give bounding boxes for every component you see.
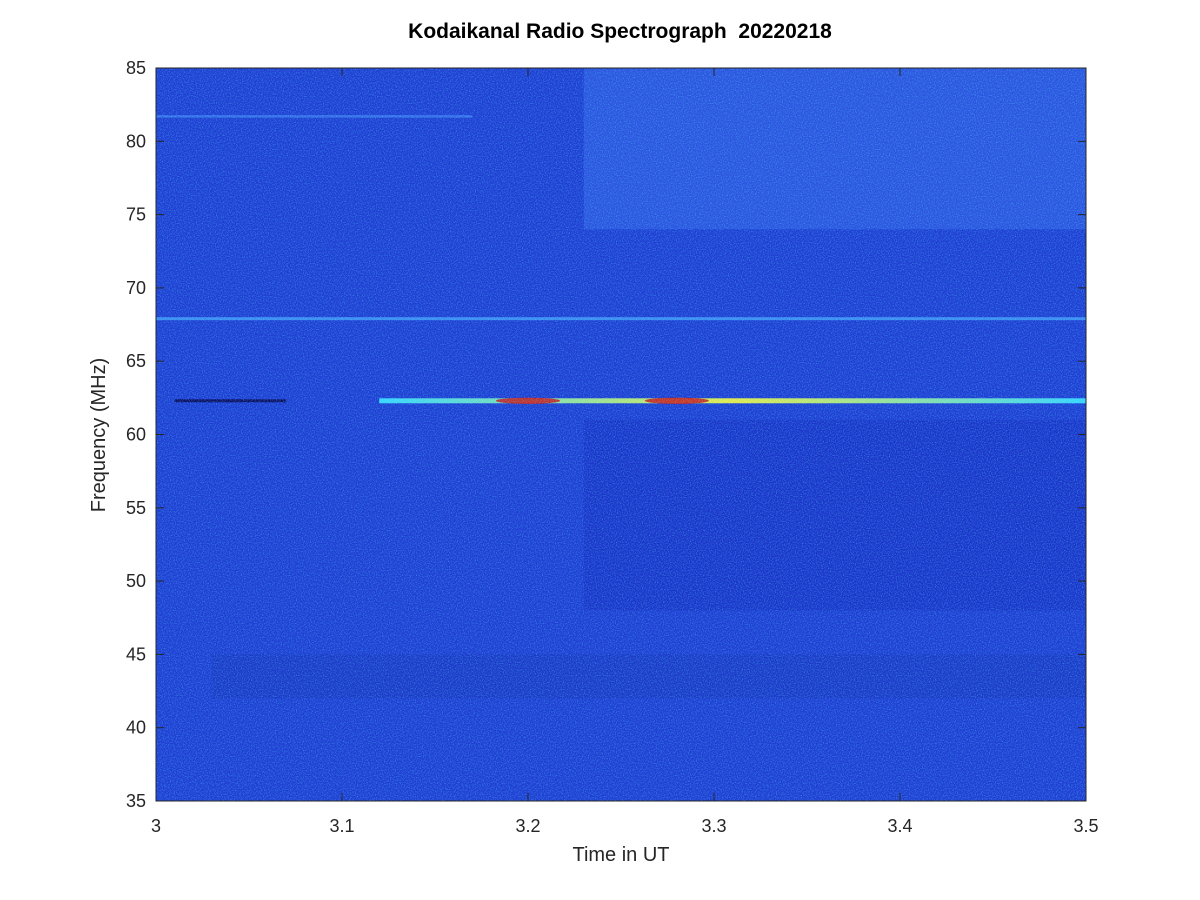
y-tick-label: 35 [126,791,146,811]
y-tick-label: 50 [126,571,146,591]
y-axis-label: Frequency (MHz) [88,358,110,512]
x-tick-label: 3.3 [701,816,726,836]
y-tick-label: 40 [126,718,146,738]
axes: 3 3.1 3.2 3.3 3.4 3.5 35 40 45 50 55 60 65 70 75 80 85 [126,58,1099,836]
x-tick-label: 3.5 [1073,816,1098,836]
y-tick-label: 85 [126,58,146,78]
x-tick-label: 3.2 [515,816,540,836]
y-tick-label: 75 [126,205,146,225]
x-tick-label: 3 [151,816,161,836]
x-tick-label: 3.1 [329,816,354,836]
y-tick-label: 45 [126,644,146,664]
x-tick-label: 3.4 [887,816,912,836]
y-tick-label: 65 [126,351,146,371]
y-tick-label: 55 [126,498,146,518]
y-tick-label: 80 [126,131,146,151]
chart-title: Kodaikanal Radio Spectrograph 20220218 [408,20,832,43]
x-axis-label: Time in UT [572,844,669,866]
noise-texture [156,68,1086,801]
y-tick-label: 70 [126,278,146,298]
y-tick-label: 60 [126,425,146,445]
